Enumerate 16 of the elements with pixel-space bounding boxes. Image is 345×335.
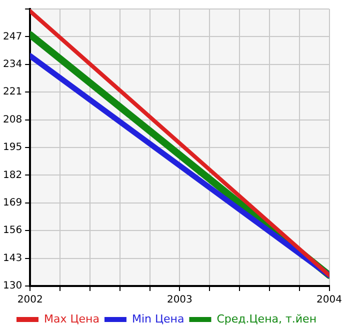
y-tick-label: 234: [2, 58, 22, 70]
y-tick-label: 221: [2, 86, 22, 98]
legend-label: Max Цена: [44, 312, 100, 326]
legend-label: Сред.Цена, т.йен: [216, 312, 317, 326]
y-tick-label: 169: [2, 197, 22, 208]
y-tick-label: 247: [2, 31, 22, 42]
y-tick-label: 208: [2, 114, 22, 126]
x-tick-label: 2003: [166, 294, 192, 306]
x-tick-label: 2002: [17, 294, 43, 306]
y-tick-label: 143: [2, 252, 22, 264]
y-tick-label: 195: [2, 142, 22, 154]
y-tick-label: 182: [2, 170, 22, 181]
y-tick-label: 156: [2, 225, 22, 236]
y-tick-label: 130: [2, 280, 22, 292]
legend-label: Min Цена: [132, 312, 184, 326]
x-tick-label: 2004: [316, 294, 342, 306]
